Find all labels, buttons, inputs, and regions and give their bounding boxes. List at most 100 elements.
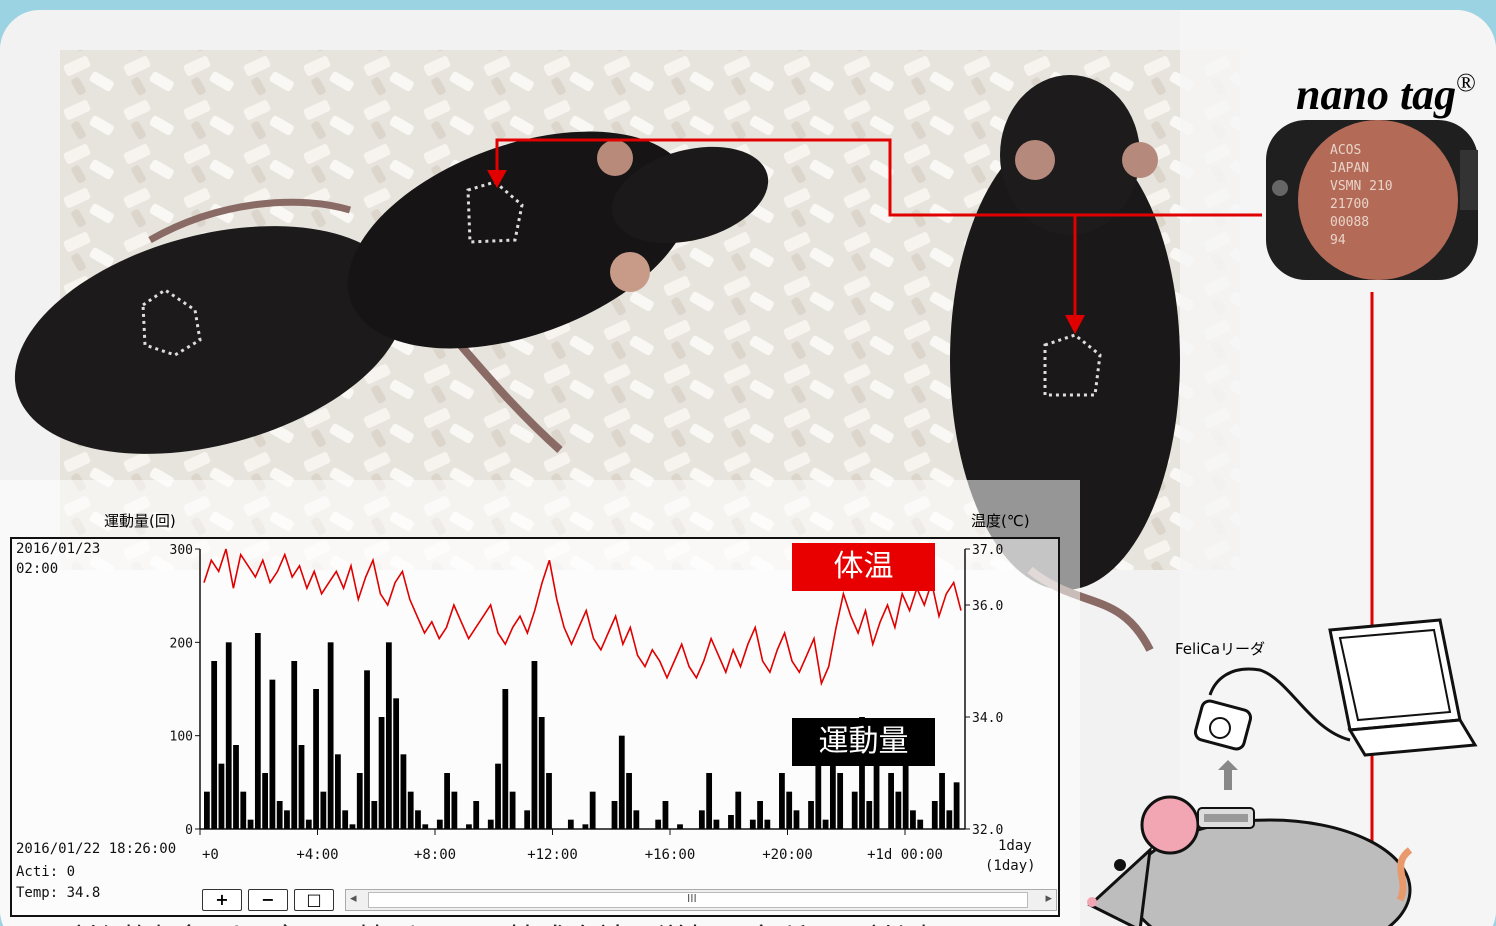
activity-bar (327, 642, 334, 829)
activity-bar (946, 810, 953, 829)
activity-bar (939, 773, 945, 829)
tag-line-6: 94 (1330, 233, 1346, 248)
activity-bar (538, 717, 545, 829)
y-left-axis-title: 運動量(回) (104, 512, 176, 530)
activity-bar (851, 791, 858, 829)
fit-view-button[interactable]: □ (294, 889, 334, 911)
activity-bar (910, 810, 916, 829)
activity-bar (393, 698, 400, 829)
horizontal-scrollbar[interactable]: ◂ III ▸ (345, 889, 1057, 911)
activity-bar (335, 754, 341, 829)
slide-frame: nano tag® ACOS JAPAN VSMN 210 21700 0008… (0, 10, 1496, 926)
laptop-and-reader (1193, 618, 1478, 790)
activity-bar (611, 801, 618, 829)
cartoon-mouse (1087, 795, 1413, 926)
activity-bar (495, 763, 501, 829)
y-right-axis-title: 温度(℃) (971, 512, 1030, 530)
activity-bar (859, 717, 865, 829)
activity-bar (567, 819, 574, 829)
span-label-secondary: (1day) (985, 858, 1036, 874)
y-right-tick-label: 32.0 (972, 823, 1003, 838)
activity-bar (706, 773, 713, 829)
activity-bar (320, 791, 327, 829)
header-date: 2016/01/23 (16, 541, 101, 557)
activity-bar (211, 661, 218, 829)
x-tick-label: +1d 00:00 (867, 847, 943, 863)
activity-bar (589, 791, 596, 829)
activity-bar (524, 810, 531, 829)
y-left-tick-label: 200 (170, 636, 193, 651)
activity-bar (466, 824, 472, 829)
legend-activity: 運動量 (792, 718, 935, 766)
activity-bar (713, 819, 720, 829)
activity-bar (764, 819, 771, 829)
activity-bar (757, 801, 763, 829)
mouse-cage-photo (0, 10, 1496, 926)
activity-bar (269, 679, 276, 829)
x-tick-label: +0 (202, 847, 219, 863)
activity-bar (276, 801, 283, 829)
caption: 計測例（マウス）：日精バイリス株式会社 滋賀研究所にて計測 (72, 915, 927, 926)
activity-bar (662, 801, 669, 829)
activity-bar (546, 773, 552, 829)
zoom-out-button[interactable]: − (248, 889, 288, 911)
acti-readout: Acti: 0 (16, 864, 76, 880)
activity-bar (218, 763, 225, 829)
activity-bar (407, 791, 414, 829)
activity-bar (284, 810, 290, 829)
y-right-tick-label: 37.0 (972, 543, 1003, 558)
activity-bar (917, 819, 924, 829)
x-tick-label: +16:00 (645, 847, 696, 863)
scroll-left-arrow-icon[interactable]: ◂ (350, 891, 357, 906)
tag-line-5: 00088 (1330, 215, 1369, 230)
scroll-grip-icon: III (687, 892, 697, 905)
activity-bar (298, 745, 305, 829)
activity-bar (902, 745, 909, 829)
activity-bar (655, 819, 662, 829)
zoom-in-button[interactable]: + (202, 889, 242, 911)
activity-bar (873, 754, 880, 829)
x-tick-label: +4:00 (296, 847, 338, 863)
activity-bar (371, 801, 378, 829)
activity-temperature-chart: 300 200 100 0 37.0 36.0 34.0 32.0 +0 +4:00 +8:00 +1… (170, 543, 1004, 863)
activity-bar (305, 819, 312, 829)
activity-bar (677, 824, 683, 829)
activity-bar (626, 773, 632, 829)
span-label: 1day (998, 838, 1032, 854)
activity-bar (356, 773, 363, 829)
activity-bar (240, 791, 247, 829)
temperature-line (203, 548, 962, 687)
activity-bar (487, 819, 494, 829)
x-tick-label: +20:00 (762, 847, 813, 863)
cursor-datetime: 2016/01/22 18:26:00 (16, 841, 177, 857)
tag-line-3: VSMN 210 (1330, 179, 1393, 194)
activity-bar (786, 791, 793, 829)
activity-bar (779, 773, 785, 829)
y-left-tick-label: 0 (185, 823, 193, 838)
tag-line-4: 21700 (1330, 197, 1369, 212)
activity-bar (582, 824, 589, 829)
activity-bar (378, 717, 385, 829)
activity-bar (888, 773, 894, 829)
scroll-thumb[interactable]: III (368, 892, 1028, 908)
x-tick-label: +12:00 (527, 847, 578, 863)
tag-line-1: ACOS (1330, 143, 1361, 158)
activity-bar (502, 689, 509, 829)
brand-title: nano tag® (1296, 68, 1476, 119)
activity-bar (436, 819, 443, 829)
activity-bar (509, 791, 516, 829)
tag-line-2: JAPAN (1330, 161, 1369, 176)
activity-bar (225, 642, 232, 829)
activity-bar (808, 801, 814, 829)
activity-bar (204, 791, 210, 829)
activity-bar (451, 791, 458, 829)
activity-bar (866, 801, 873, 829)
activity-bar (749, 819, 756, 829)
activity-bar (262, 773, 269, 829)
activity-bar (728, 815, 734, 829)
nano-tag-device: ACOS JAPAN VSMN 210 21700 00088 94 (1266, 120, 1478, 280)
x-tick-label: +8:00 (414, 847, 456, 863)
y-left-tick-label: 300 (170, 543, 193, 558)
scroll-right-arrow-icon[interactable]: ▸ (1045, 891, 1052, 906)
activity-bar (837, 773, 844, 829)
